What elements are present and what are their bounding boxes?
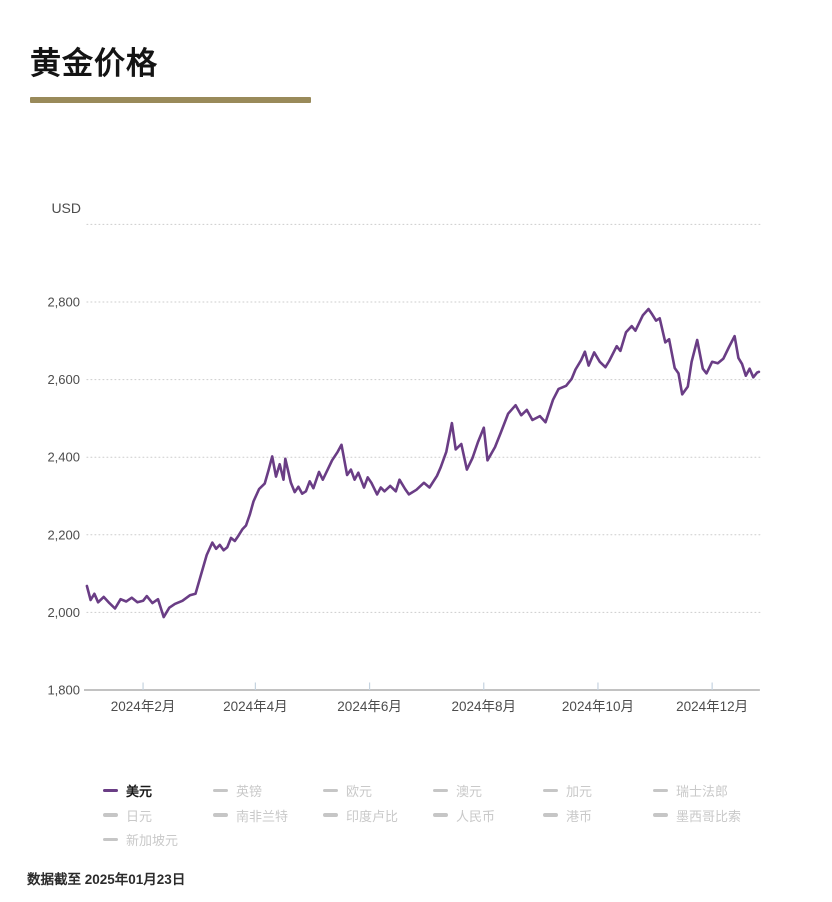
y-axis-label-2800: 2,800: [47, 295, 80, 310]
y-axis-label-2000: 2,000: [47, 605, 80, 620]
legend-label: 日元: [126, 808, 153, 824]
legend-swatch: [433, 813, 448, 817]
data-as-of-note: 数据截至 2025年01月23日: [27, 872, 186, 887]
x-axis-label: 2024年8月: [451, 699, 516, 714]
legend-item-美元[interactable]: 美元: [103, 781, 152, 800]
legend-label: 瑞士法郎: [676, 784, 729, 799]
legend-item-日元[interactable]: 日元: [103, 806, 152, 825]
legend-label: 欧元: [346, 784, 373, 799]
legend-label: 人民币: [456, 808, 496, 824]
legend-label: 新加坡元: [126, 833, 179, 848]
legend-label: 加元: [566, 784, 593, 799]
legend-label: 墨西哥比索: [676, 808, 742, 824]
y-axis-label-2400: 2,400: [47, 450, 80, 465]
legend-swatch: [323, 813, 338, 817]
legend-item-新加坡元[interactable]: 新加坡元: [103, 830, 178, 849]
y-axis-unit-label: USD: [51, 200, 81, 216]
title-accent-bar: [30, 97, 311, 103]
legend-item-加元[interactable]: 加元: [543, 781, 592, 800]
legend-item-墨西哥比索[interactable]: 墨西哥比索: [653, 806, 741, 825]
legend-label: 南非兰特: [236, 808, 289, 824]
x-axis-label: 2024年12月: [676, 699, 748, 714]
legend-label: 澳元: [456, 784, 483, 799]
legend-item-欧元[interactable]: 欧元: [323, 781, 372, 800]
legend-item-瑞士法郎[interactable]: 瑞士法郎: [653, 781, 728, 800]
legend-swatch: [653, 788, 668, 793]
legend-item-南非兰特[interactable]: 南非兰特: [213, 806, 288, 825]
legend-item-英镑[interactable]: 英镑: [213, 781, 262, 800]
legend-swatch: [543, 788, 558, 793]
x-axis-label: 2024年4月: [223, 699, 288, 714]
legend-swatch: [323, 788, 338, 793]
chart-legend: 美元 英镑 欧元 澳元 加元 瑞士法郎日元 南非兰特 印度卢比 人民币 港币 墨西哥比索新加坡元: [0, 770, 832, 850]
y-axis-label-2600: 2,600: [47, 372, 80, 387]
legend-swatch: [213, 788, 228, 793]
y-axis-label-2200: 2,200: [47, 527, 80, 542]
legend-item-澳元[interactable]: 澳元: [433, 781, 482, 800]
legend-swatch: [103, 837, 118, 842]
x-axis-label: 2024年2月: [111, 699, 176, 714]
gold-price-chart: 1,800 2,000 2,200 2,400 2,600 2,800 USD 2024年2月…: [47, 200, 761, 714]
legend-label: 印度卢比: [346, 808, 399, 824]
x-axis-label: 2024年6月: [337, 699, 402, 714]
legend-swatch: [653, 813, 668, 817]
legend-item-人民币[interactable]: 人民币: [433, 806, 495, 825]
legend-item-印度卢比[interactable]: 印度卢比: [323, 806, 398, 825]
price-line-美元: [85, 307, 761, 619]
legend-label: 港币: [566, 808, 593, 824]
x-axis-label: 2024年10月: [562, 699, 634, 714]
y-axis-label-1800: 1,800: [47, 683, 80, 698]
legend-swatch: [103, 813, 118, 817]
page-title: 黄金价格: [30, 46, 158, 81]
legend-label: 美元: [126, 784, 153, 799]
legend-swatch: [433, 788, 448, 793]
legend-swatch: [103, 788, 118, 793]
legend-swatch: [543, 813, 558, 817]
legend-swatch: [213, 813, 228, 817]
legend-item-港币[interactable]: 港币: [543, 806, 592, 825]
legend-label: 英镑: [236, 784, 263, 799]
